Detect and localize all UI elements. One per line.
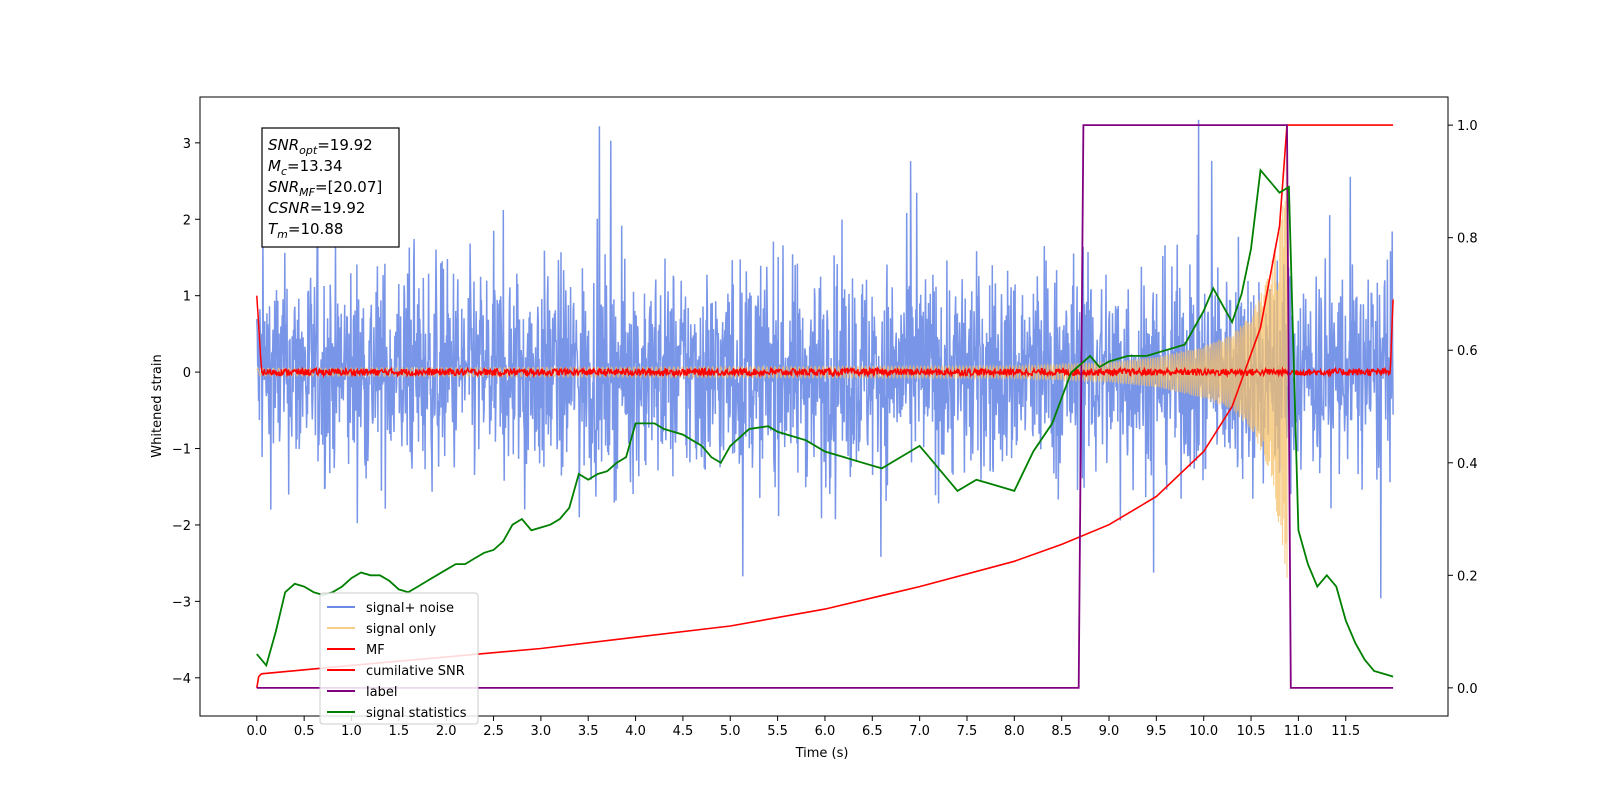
legend-label: cumilative SNR <box>366 664 465 679</box>
y2-tick-label: 0.6 <box>1457 344 1478 359</box>
y2-tick-label: 0.2 <box>1457 569 1478 584</box>
x-axis: 0.0 0.5 1.0 1.5 2.0 2.5 3.0 3.5 4.0 4.5 5.0 5.5 6.0 6… <box>246 716 1360 739</box>
series-line-signal-statistics <box>256 168 1394 678</box>
y-axis-label: Whitened strain <box>150 354 165 457</box>
legend: signal+ noise signal only MF cumilative SNR… <box>319 592 479 725</box>
annotation-line: SNRMF=[20.07] <box>268 178 382 199</box>
series-line-label <box>256 124 1394 689</box>
x-tick-label: 7.0 <box>909 724 930 739</box>
x-tick-label: 5.0 <box>720 724 741 739</box>
y-tick-label: −2 <box>172 519 191 534</box>
x-tick-label: 1.0 <box>341 724 362 739</box>
x-tick-label: 6.5 <box>862 724 883 739</box>
x-tick-label: 9.0 <box>1099 724 1120 739</box>
x-tick-label: 10.5 <box>1237 724 1266 739</box>
y2-tick-label: 1.0 <box>1457 119 1478 134</box>
legend-frame <box>319 592 479 725</box>
x-tick-label: 1.5 <box>389 724 410 739</box>
annotation-line: CSNR=19.92 <box>268 199 365 217</box>
annotation-line: Mc=13.34 <box>268 157 343 178</box>
annotation-frame <box>261 127 400 248</box>
x-tick-label: 4.0 <box>625 724 646 739</box>
x-tick-label: 11.0 <box>1284 724 1313 739</box>
legend-label: signal only <box>366 622 436 637</box>
y-tick-label: −4 <box>172 672 191 687</box>
legend-label: signal+ noise <box>366 601 454 616</box>
x-tick-label: 8.0 <box>1004 724 1025 739</box>
x-axis-label: Time (s) <box>795 746 849 761</box>
y2-tick-label: 0.0 <box>1457 682 1478 697</box>
x-tick-label: 0.0 <box>246 724 267 739</box>
x-tick-label: 2.5 <box>483 724 504 739</box>
x-tick-label: 0.5 <box>294 724 315 739</box>
legend-label: MF <box>366 643 385 658</box>
series-line-mf <box>256 295 1394 379</box>
annotation-box: SNRopt=19.92Mc=13.34SNRMF=[20.07]CSNR=19… <box>261 127 400 248</box>
annotation-line: Tm=10.88 <box>268 220 343 241</box>
y-tick-label: −1 <box>172 443 191 458</box>
y-tick-label: 0 <box>183 366 191 381</box>
y2-axis: 0.0 0.2 0.4 0.6 0.8 1.0 <box>1448 119 1478 697</box>
y-tick-label: 1 <box>183 290 191 305</box>
x-tick-label: 9.5 <box>1146 724 1167 739</box>
y-tick-label: 2 <box>183 213 191 228</box>
x-tick-label: 3.0 <box>531 724 552 739</box>
legend-label: label <box>366 685 397 700</box>
x-tick-label: 2.0 <box>436 724 457 739</box>
x-tick-label: 6.0 <box>815 724 836 739</box>
y-tick-label: −3 <box>172 595 191 610</box>
x-tick-label: 8.5 <box>1051 724 1072 739</box>
y-tick-label: 3 <box>183 137 191 152</box>
x-tick-label: 4.5 <box>673 724 694 739</box>
y2-tick-label: 0.8 <box>1457 232 1478 247</box>
x-tick-label: 3.5 <box>578 724 599 739</box>
x-tick-label: 7.5 <box>957 724 978 739</box>
x-tick-label: 10.0 <box>1189 724 1218 739</box>
axes-frame <box>199 96 1449 717</box>
x-tick-label: 11.5 <box>1331 724 1360 739</box>
y2-tick-label: 0.4 <box>1457 457 1478 472</box>
legend-label: signal statistics <box>366 706 467 721</box>
y-axis: 3 2 1 0 −1 −2 −3 −4 <box>172 137 200 687</box>
annotation-line: SNRopt=19.92 <box>268 136 373 157</box>
x-tick-label: 5.5 <box>767 724 788 739</box>
